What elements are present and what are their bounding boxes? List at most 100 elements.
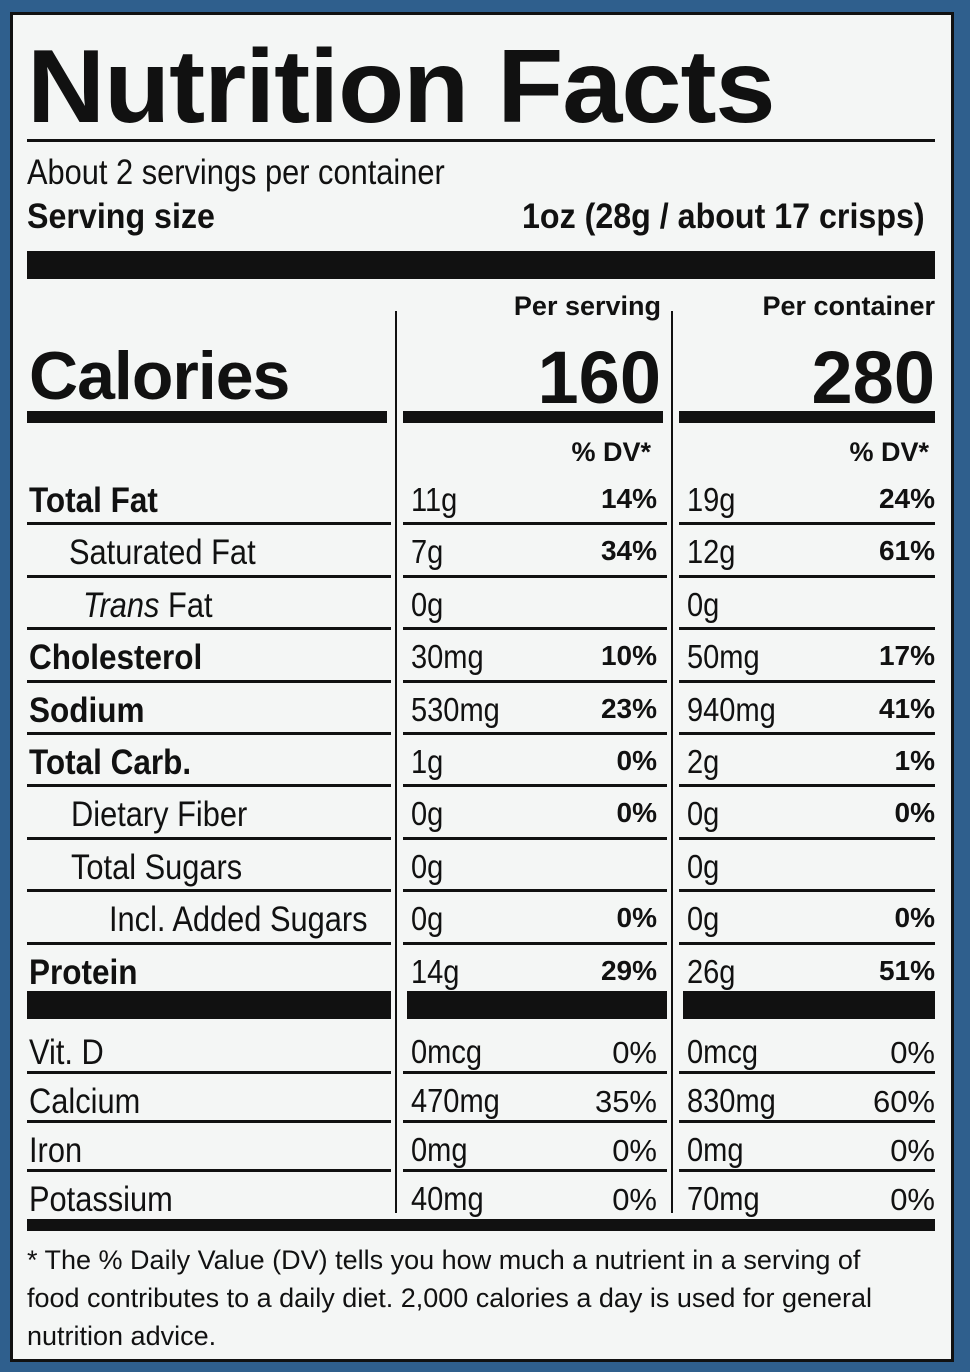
nutrient-rule-serving [403, 731, 667, 735]
vitamin-bar-serving [407, 991, 667, 1019]
vitamin-name: Potassium [29, 1180, 173, 1219]
nutrient-serving-dv: 14% [600, 483, 657, 514]
calories-rule-serving [403, 411, 663, 423]
per-container-header: Per container [762, 291, 935, 321]
vitamin-container-amount: 70mg [687, 1180, 760, 1217]
nutrient-row: Total Sugars 0g 0g [13, 840, 957, 893]
nutrient-container-amount: 19g [687, 481, 736, 518]
nutrient-rule-label [27, 627, 391, 631]
nutrient-container-dv: 1% [894, 745, 935, 776]
vitamin-rule-container [679, 1169, 935, 1172]
vitamin-container-amount: 830mg [687, 1082, 776, 1119]
nutrient-container-amount: 0g [687, 900, 720, 938]
nutrient-container-dv: 0% [894, 797, 935, 829]
vitamin-serving-dv: 0% [612, 1182, 657, 1217]
vitamin-serving-amount: 470mg [411, 1082, 500, 1119]
calories-per-serving: 160 [537, 336, 661, 419]
nutrient-row: Cholesterol 30mg 10% 50mg 17% [13, 630, 957, 683]
nutrient-rule-serving [403, 679, 667, 683]
nutrient-name: Total Sugars [71, 847, 243, 887]
nutrient-row: Total Carb. 1g 0% 2g 1% [13, 735, 957, 788]
thick-rule-bottom [27, 1219, 935, 1231]
vitamin-rule-container [679, 1120, 935, 1123]
vitamin-serving-dv: 0% [612, 1035, 657, 1070]
nutrient-serving-amount: 0g [411, 900, 444, 938]
nutrient-row: Protein 14g 29% 26g 51% [13, 945, 957, 997]
nutrient-rule-container [679, 731, 935, 735]
nutrient-name-italic: Trans [83, 585, 160, 625]
nutrient-name-rest: Fat [159, 585, 213, 625]
nutrient-rule-container [679, 627, 935, 631]
vitamin-name: Iron [29, 1131, 83, 1170]
nutrient-serving-dv: 34% [600, 535, 657, 567]
nutrient-container-amount: 0g [687, 795, 720, 833]
vitamin-serving-amount: 0mcg [411, 1033, 483, 1070]
nutrient-rule-label [27, 574, 391, 578]
nutrient-container-dv: 24% [878, 483, 935, 514]
nutrient-rule-serving [403, 784, 667, 788]
nutrient-rule-serving [403, 941, 667, 945]
vitamin-bar-label [27, 991, 391, 1019]
dv-header-container: % DV* [849, 437, 929, 467]
serving-size-value: 1oz (28g / about 17 crisps) [522, 197, 925, 236]
calories-rule-container [679, 411, 935, 423]
vitamin-row: Vit. D 0mcg 0% 0mcg 0% [13, 1025, 957, 1077]
nutrient-serving-dv: 0% [616, 745, 657, 776]
label-title: Nutrition Facts [27, 29, 776, 145]
nutrient-name: Incl. Added Sugars [109, 900, 368, 940]
vitamin-row: Calcium 470mg 35% 830mg 60% [13, 1074, 957, 1126]
nutrient-rule-serving [403, 627, 667, 631]
nutrient-name: Saturated Fat [69, 533, 256, 573]
dv-header-serving: % DV* [571, 437, 651, 467]
nutrient-container-dv: 0% [894, 902, 935, 934]
nutrient-name: Protein [29, 952, 138, 992]
nutrient-name: Trans Fat [83, 586, 213, 626]
nutrient-serving-dv: 29% [600, 954, 657, 986]
nutrient-rule-serving [403, 836, 667, 840]
calories-per-container: 280 [811, 336, 935, 419]
nutrient-container-amount: 940mg [687, 690, 776, 728]
nutrient-container-amount: 50mg [687, 638, 760, 676]
vitamin-container-dv: 0% [890, 1035, 935, 1070]
vitamin-container-dv: 0% [890, 1182, 935, 1217]
nutrient-serving-dv: 23% [600, 692, 657, 724]
nutrient-rule-container [679, 522, 935, 526]
vitamin-row: Potassium 40mg 0% 70mg 0% [13, 1172, 957, 1224]
vitamin-rule-serving [403, 1169, 667, 1172]
nutrient-row: Saturated Fat 7g 34% 12g 61% [13, 525, 957, 578]
nutrient-container-dv: 17% [878, 640, 935, 672]
vitamin-rule-label [27, 1120, 391, 1123]
vitamin-container-dv: 60% [872, 1084, 935, 1119]
vitamin-row: Iron 0mg 0% 0mg 0% [13, 1123, 957, 1175]
nutrient-serving-dv: 0% [616, 797, 657, 829]
vitamin-serving-dv: 0% [612, 1133, 657, 1168]
nutrient-serving-dv: 10% [600, 640, 657, 672]
vitamin-serving-amount: 0mg [411, 1131, 468, 1168]
nutrient-name: Total Fat [29, 481, 158, 520]
nutrient-row: Dietary Fiber 0g 0% 0g 0% [13, 787, 957, 840]
nutrient-serving-amount: 7g [411, 533, 444, 571]
nutrient-rule-label [27, 522, 391, 526]
nutrient-row: Incl. Added Sugars 0g 0% 0g 0% [13, 892, 957, 945]
nutrient-container-amount: 2g [687, 743, 720, 780]
calories-label: Calories [29, 338, 290, 414]
vitamin-name: Vit. D [29, 1033, 104, 1072]
nutrient-row: Total Fat 11g 14% 19g 24% [13, 473, 957, 526]
nutrient-name: Dietary Fiber [71, 795, 248, 835]
nutrient-rule-serving [403, 574, 667, 578]
nutrient-rule-label [27, 889, 391, 893]
vitamin-container-dv: 0% [890, 1133, 935, 1168]
nutrient-rule-container [679, 784, 935, 788]
nutrient-rule-container [679, 889, 935, 893]
nutrient-serving-amount: 530mg [411, 690, 500, 728]
nutrient-serving-amount: 0g [411, 847, 444, 885]
nutrient-rule-label [27, 784, 391, 788]
nutrient-serving-amount: 30mg [411, 638, 484, 676]
nutrient-rule-label [27, 679, 391, 683]
nutrient-rule-label [27, 941, 391, 945]
serving-size-label: Serving size [27, 197, 215, 236]
vitamin-rule-serving [403, 1071, 667, 1074]
nutrient-container-dv: 51% [878, 954, 935, 986]
nutrient-serving-amount: 11g [411, 481, 458, 518]
nutrient-row: Trans Fat 0g 0g [13, 578, 957, 631]
